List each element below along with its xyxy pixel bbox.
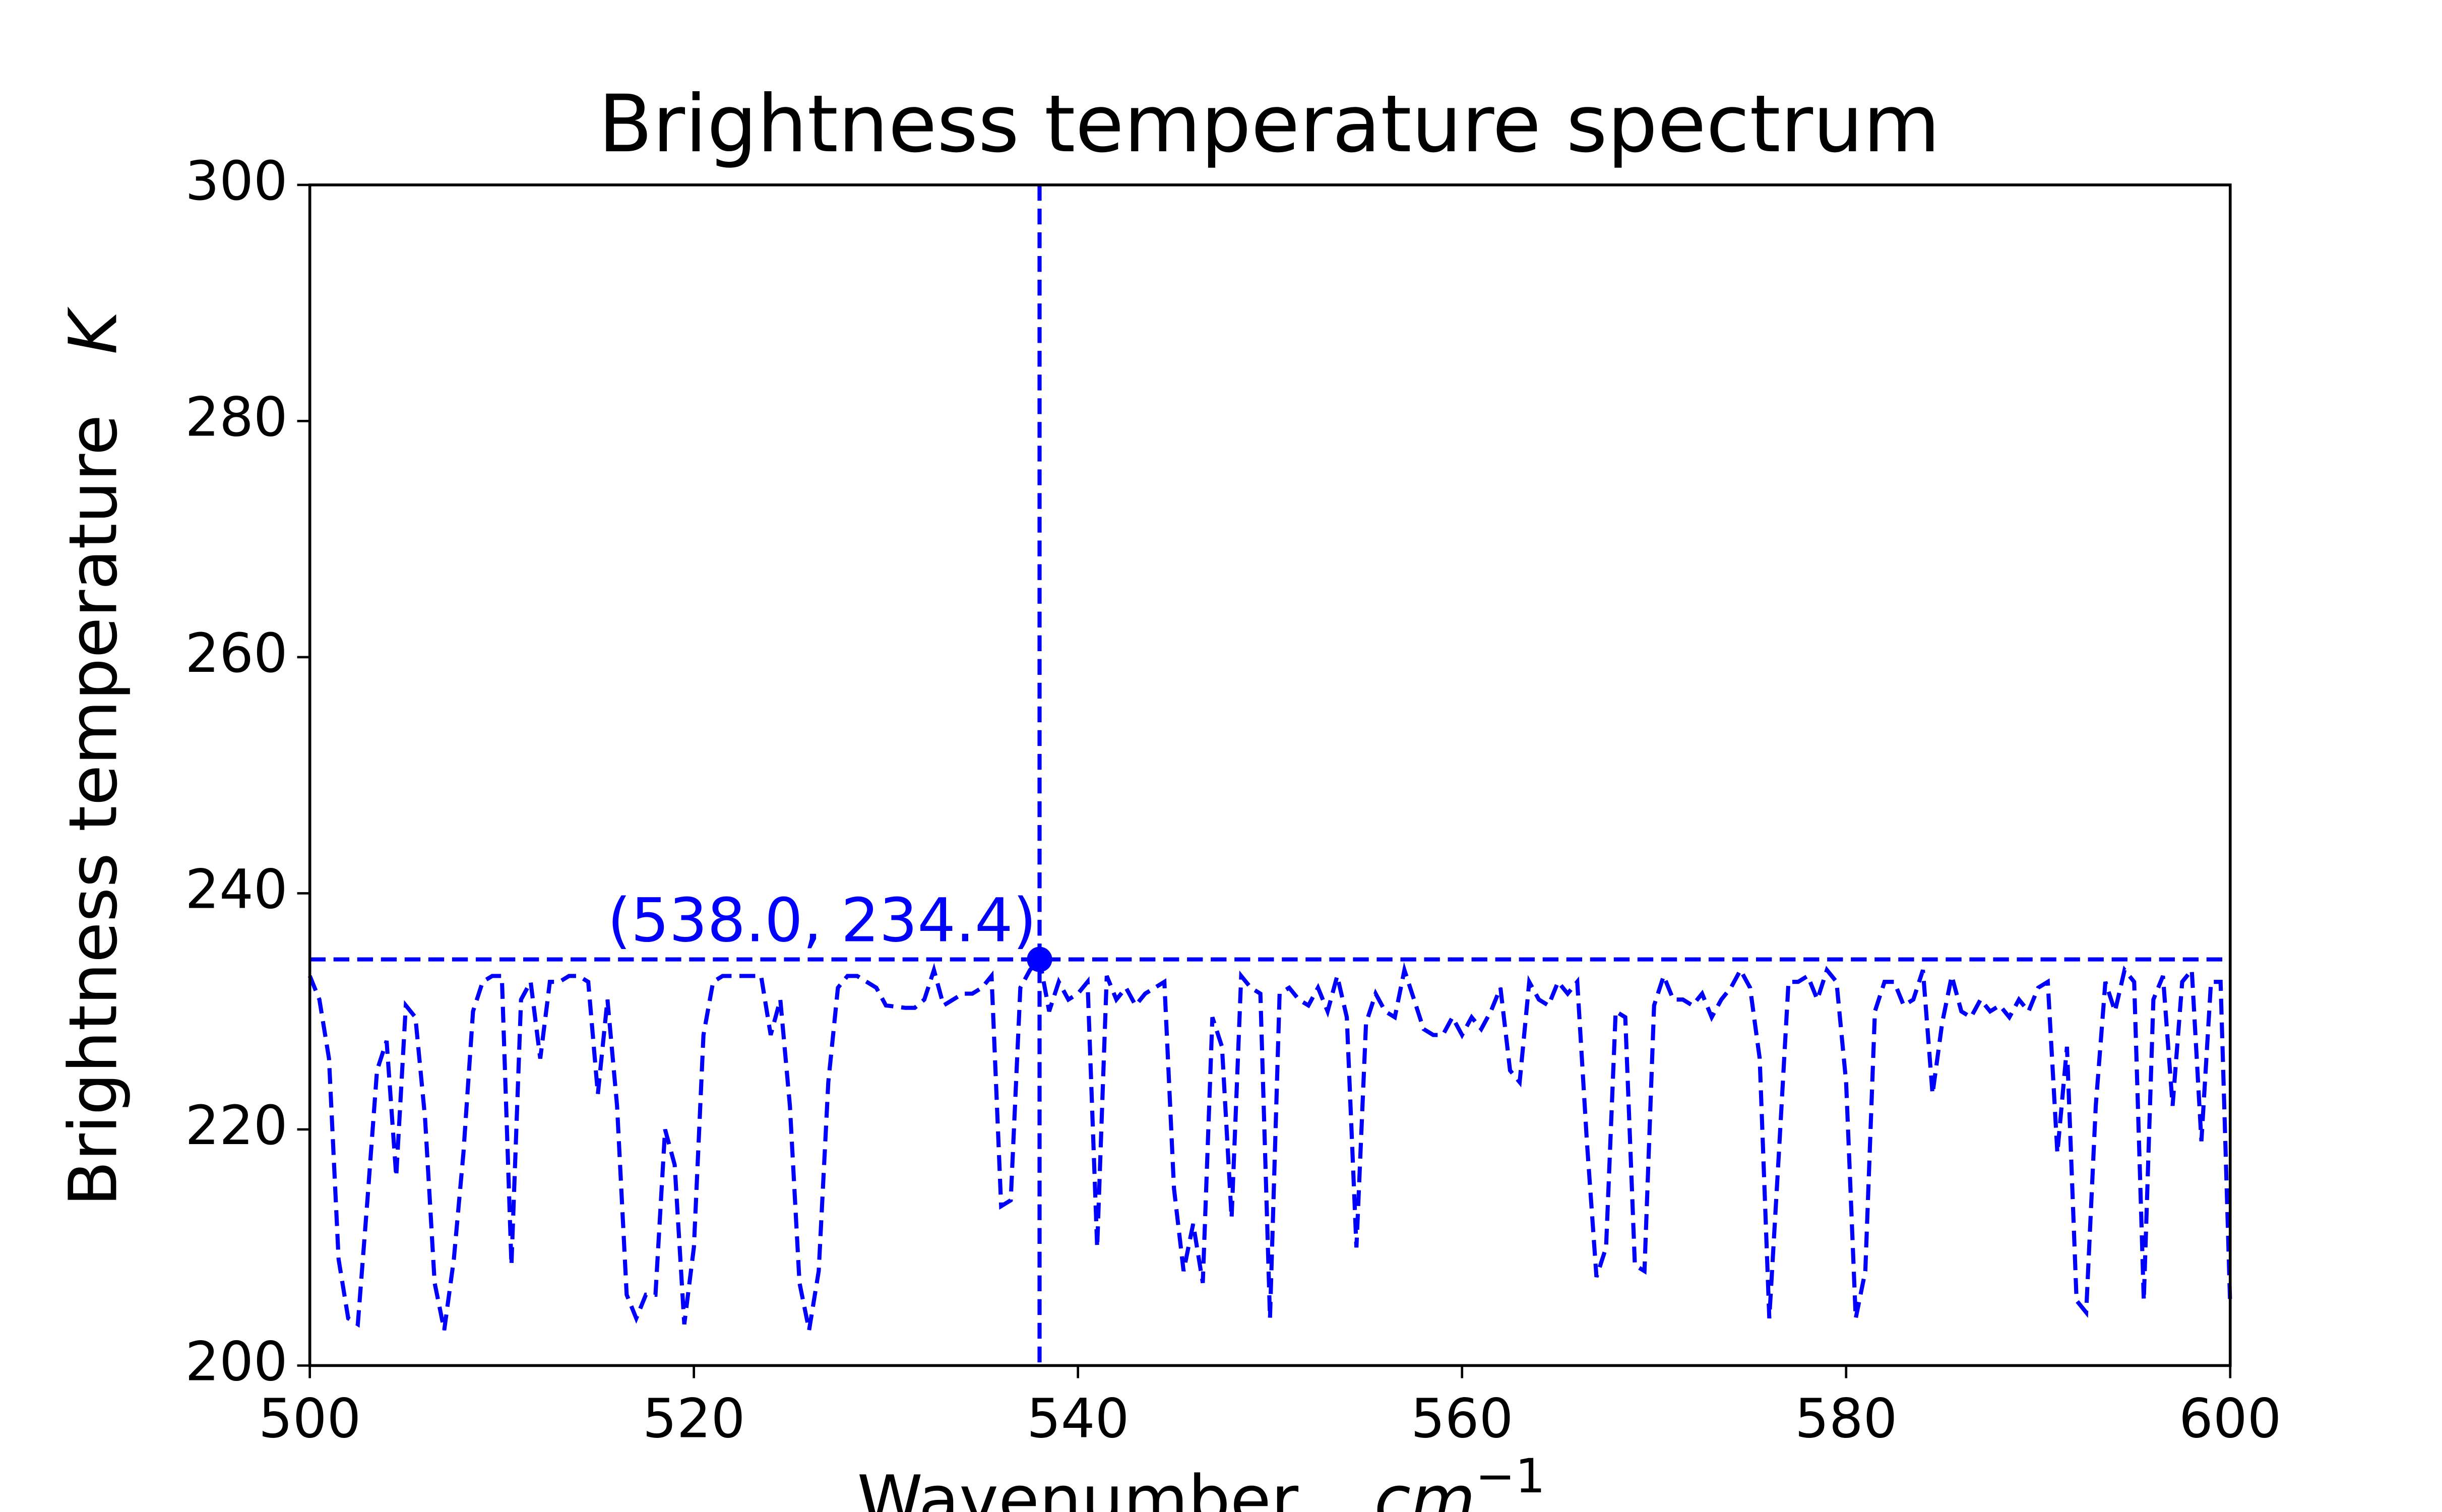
- y-axis-unit: K: [55, 306, 133, 354]
- x-tick-label: 540: [1027, 1388, 1130, 1451]
- y-tick-label: 300: [185, 150, 288, 213]
- marker-label: (538.0, 234.4): [607, 886, 1036, 956]
- y-tick-label: 240: [185, 859, 288, 921]
- y-axis-label-text: Brightness temperature: [55, 414, 133, 1206]
- y-tick-label: 280: [185, 387, 288, 449]
- x-axis-label-text: Wavenumber: [857, 1462, 1299, 1512]
- x-axis-unit-exponent: −1: [1475, 1449, 1545, 1504]
- x-tick-label: 560: [1411, 1388, 1514, 1451]
- x-tick-label: 500: [259, 1388, 361, 1451]
- line-series: [307, 955, 2232, 1331]
- y-tick-label: 220: [185, 1095, 288, 1157]
- x-axis-label: Wavenumber cm−1: [857, 1449, 1545, 1512]
- plot-frame: [308, 183, 2232, 1367]
- x-tick-label: 580: [1795, 1388, 1898, 1451]
- x-axis-unit: cm: [1374, 1462, 1476, 1512]
- y-tick-label: 200: [185, 1331, 288, 1394]
- marker-point: [1027, 947, 1052, 972]
- x-tick-label: 520: [643, 1388, 745, 1451]
- y-axis-label: Brightness temperature K: [55, 306, 133, 1206]
- x-tick-label: 600: [2179, 1388, 2282, 1451]
- chart-title: Brightness temperature spectrum: [598, 78, 1940, 170]
- y-tick-label: 260: [185, 622, 288, 685]
